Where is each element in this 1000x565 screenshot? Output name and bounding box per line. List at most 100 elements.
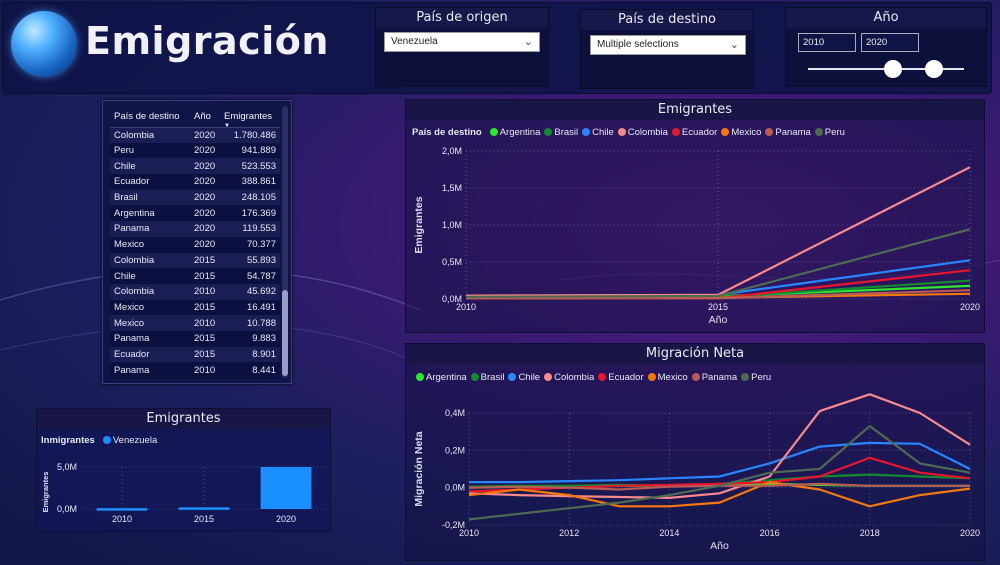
year-slider-end-handle[interactable] [925,60,943,78]
cell-destination: Mexico [110,315,190,331]
x-tick-label: 2012 [559,528,579,538]
cell-destination: Mexico [110,236,190,253]
legend-item-peru[interactable]: Peru [824,127,845,138]
cell-destination: Panama [110,330,190,347]
table-scrollbar-thumb[interactable] [282,290,288,376]
cell-destination: Colombia [110,252,190,269]
table-row[interactable]: Brasil 2020 248.105 [110,189,280,206]
series-line-colombia[interactable] [468,393,971,500]
year-slider-start-handle[interactable] [884,60,902,78]
origin-dropdown-value: Venezuela [391,36,438,47]
table-row[interactable]: Mexico 2015 16.491 [110,299,280,316]
table-row[interactable]: Peru 2020 941.889 [110,142,280,159]
cell-year: 2020 [190,236,220,253]
cell-destination: Panama [110,221,190,237]
bar-2020[interactable] [260,467,312,509]
y-tick-label: 0,5M [442,257,462,267]
legend-item-argentina[interactable]: Argentina [499,127,541,138]
cell-year: 2020 [190,205,220,222]
cell-emigrants: 16.491 [220,299,280,316]
inmigrantes-bar-chart-panel: Emigrantes Inmigrantes Venezuela 0,0M 5,0M… [36,408,331,532]
legend-item-ecuador[interactable]: Ecuador [608,372,644,383]
cell-emigrants: 941.889 [220,142,280,159]
legend-item-chile[interactable]: Chile [592,127,614,138]
table-row[interactable]: Colombia 2010 45.692 [110,283,280,300]
series-line-mexico[interactable] [468,480,971,508]
cell-emigrants: 523.553 [220,158,280,175]
table-row[interactable]: Chile 2015 54.787 [110,268,280,284]
series-line-chile[interactable] [469,441,971,484]
origin-slicer-title: País de origen [376,8,548,28]
y-tick-label: 0,0M [442,294,462,304]
bar-2015[interactable] [178,507,230,510]
migracion-neta-chart-title: Migración Neta [406,344,984,364]
year-from-input[interactable]: 2010 [798,33,856,52]
legend-item-venezuela[interactable]: Venezuela [112,435,158,446]
legend-dot-panama [691,373,700,381]
series-line-peru[interactable] [468,424,971,521]
table-row[interactable]: Ecuador 2020 388.861 [110,174,280,190]
legend-item-panama[interactable]: Panama [775,127,811,138]
x-tick-label: 2010 [112,514,132,524]
legend-item-colombia[interactable]: Colombia [627,127,668,138]
x-axis-title: Año [710,540,729,552]
column-header-year[interactable]: Año [190,107,220,128]
x-tick-label: 2015 [194,514,214,524]
cell-year: 2010 [190,362,220,378]
legend-item-brasil[interactable]: Brasil [480,372,505,383]
legend-item-mexico[interactable]: Mexico [731,127,762,138]
legend-title: País de destino [412,127,482,138]
cell-emigrants: 55.893 [220,252,280,269]
table-scrollbar[interactable] [282,106,288,378]
destination-dropdown-value: Multiple selections [597,39,679,50]
x-tick-label: 2018 [860,528,880,538]
bar-2010[interactable] [96,508,148,511]
series-line-peru[interactable] [465,228,971,298]
x-tick-label: 2010 [456,302,476,312]
y-tick-label: 0,2M [445,445,465,455]
cell-destination: Chile [110,268,190,284]
cell-destination: Brasil [110,189,190,206]
legend-dot-ecuador [598,373,607,381]
destination-dropdown[interactable]: Multiple selections ⌄ [590,35,746,55]
table-row[interactable]: Panama 2010 8.441 [110,362,280,378]
table-row[interactable]: Ecuador 2015 8.901 [110,346,280,363]
cell-destination: Argentina [110,205,190,222]
table-row[interactable]: Panama 2015 9.883 [110,330,280,347]
cell-year: 2020 [190,189,220,206]
legend-dot-peru [814,128,823,136]
emigrants-table: País de destino Año Emigrantes ▼ Colombi… [110,107,280,378]
series-line-panama[interactable] [465,289,971,300]
table-row[interactable]: Mexico 2010 10.788 [110,315,280,331]
legend-item-chile[interactable]: Chile [518,372,541,383]
cell-destination: Ecuador [110,174,190,190]
legend-item-panama[interactable]: Panama [701,372,738,383]
legend-item-brasil[interactable]: Brasil [554,127,579,138]
legend-item-mexico[interactable]: Mexico [657,372,688,383]
x-tick-label: 2014 [659,528,679,538]
year-to-input[interactable]: 2020 [861,33,919,52]
legend-dot-chile [508,373,517,381]
origin-dropdown[interactable]: Venezuela ⌄ [384,32,540,52]
table-row[interactable]: Chile 2020 523.553 [110,158,280,175]
table-row[interactable]: Argentina 2020 176.369 [110,205,280,222]
y-axis-title: Emigrantes [413,196,425,253]
chevron-down-icon: ⌄ [729,39,739,51]
legend-dot-panama [765,128,774,136]
column-header-emigrants[interactable]: Emigrantes ▼ [220,107,280,129]
table-row[interactable]: Colombia 2015 55.893 [110,252,280,269]
table-row[interactable]: Mexico 2020 70.377 [110,236,280,253]
legend-item-peru[interactable]: Peru [751,372,772,383]
legend-dot-argentina [416,373,424,381]
legend-item-argentina[interactable]: Argentina [426,372,467,383]
sort-descending-icon: ▼ [224,123,230,129]
table-row[interactable]: Colombia 2020 1.780.486 [110,127,280,143]
cell-destination: Colombia [110,127,190,143]
cell-emigrants: 119.553 [220,221,280,237]
y-tick-label: 5,0M [57,462,77,472]
table-row[interactable]: Panama 2020 119.553 [110,221,280,237]
column-header-destination[interactable]: País de destino [110,107,190,128]
x-tick-label: 2015 [708,302,728,312]
legend-item-colombia[interactable]: Colombia [554,372,595,383]
legend-item-ecuador[interactable]: Ecuador [681,127,718,138]
